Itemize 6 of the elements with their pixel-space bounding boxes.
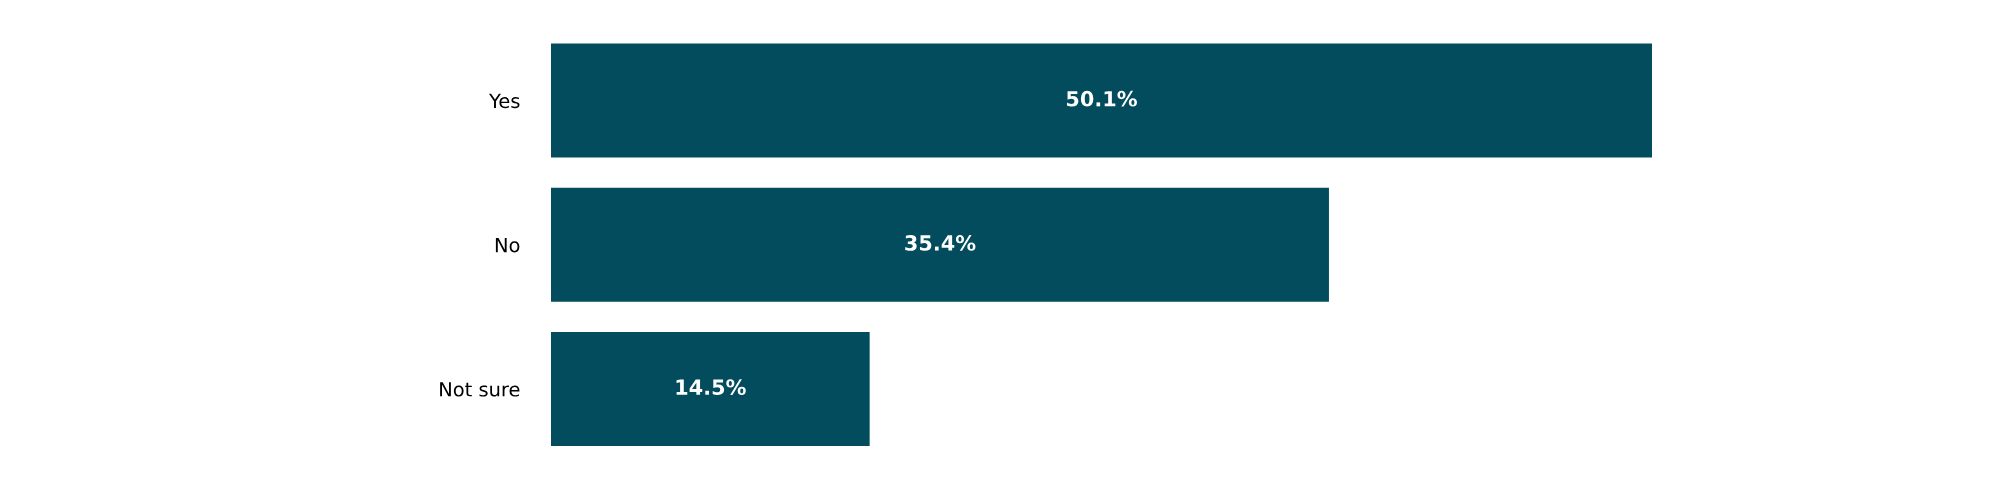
data-label: 50.1% [1066,90,1137,107]
data-label: 14.5% [676,379,746,395]
data-label: 35.4% [905,235,976,251]
y-tick-label: Not sure [440,382,520,397]
y-tick-label: No [495,237,520,253]
y-tick-label: Yes [489,93,520,109]
